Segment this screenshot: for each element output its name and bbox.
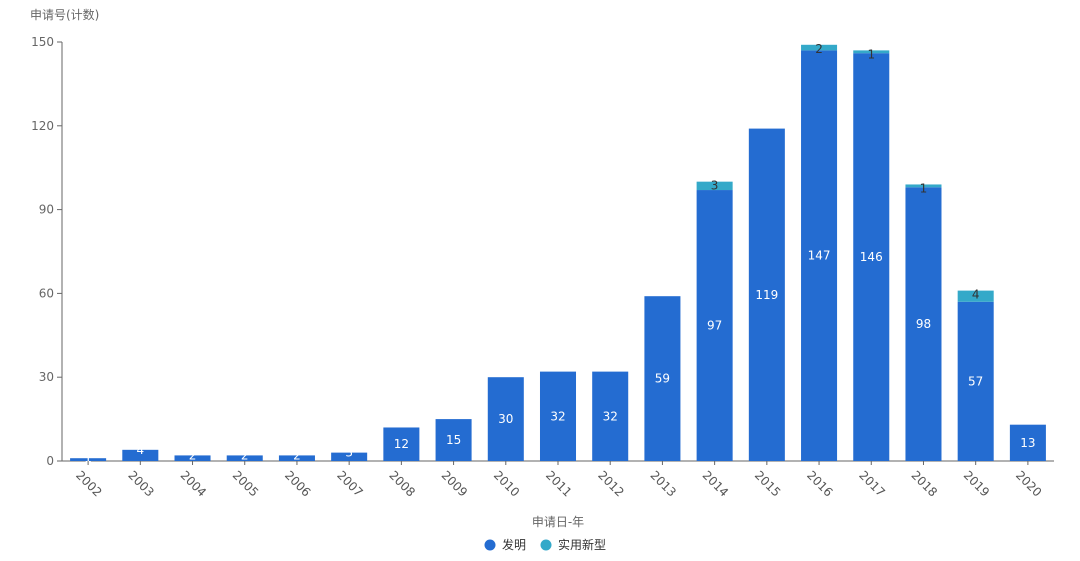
x-tick-label: 2011 xyxy=(543,468,574,499)
x-tick-label: 2013 xyxy=(647,468,678,499)
x-tick-label: 2009 xyxy=(439,468,470,499)
legend-label[interactable]: 实用新型 xyxy=(558,537,606,552)
bar-utility-model-2019[interactable] xyxy=(957,290,994,302)
x-tick-label: 2015 xyxy=(752,468,783,499)
bar-utility-model-2014[interactable] xyxy=(696,181,733,191)
bar-invention-2017[interactable] xyxy=(853,53,890,461)
x-tick-label: 2018 xyxy=(909,468,940,499)
x-tick-label: 2014 xyxy=(700,468,731,499)
data-label: 146 xyxy=(860,250,883,264)
bar-invention-2019[interactable] xyxy=(957,301,994,461)
y-axis-ticks: 0 30 60 90 120 150 xyxy=(31,35,62,468)
data-label: 2 xyxy=(815,42,823,56)
data-label: 2 xyxy=(293,448,301,462)
data-label: 147 xyxy=(808,249,831,263)
legend: 发明 实用新型 xyxy=(484,537,606,552)
data-label: 30 xyxy=(498,412,513,426)
y-axis-title: 申请号(计数) xyxy=(30,7,99,22)
bar-invention-2011[interactable] xyxy=(539,371,577,461)
bar-utility-model-2018[interactable] xyxy=(905,184,942,188)
x-tick-label: 2005 xyxy=(230,468,261,499)
bar-invention-2010[interactable] xyxy=(487,377,524,461)
bar-invention-2016[interactable] xyxy=(801,50,838,461)
y-tick-label: 30 xyxy=(39,370,54,384)
bar-invention-2006[interactable] xyxy=(278,455,315,461)
bar-invention-2015[interactable] xyxy=(748,128,785,462)
bar-invention-2008[interactable] xyxy=(383,427,420,461)
x-tick-label: 2004 xyxy=(178,468,209,499)
data-label: 12 xyxy=(394,437,409,451)
x-tick-label: 2017 xyxy=(856,468,887,499)
data-label: 3 xyxy=(345,446,353,460)
x-axis-ticks: 2002 2003 2004 2005 2006 2007 2008 2009 2010 2011… xyxy=(73,461,1044,500)
data-label: 4 xyxy=(972,288,980,302)
bar-invention-2020[interactable] xyxy=(1009,424,1046,461)
bar-invention-2004[interactable] xyxy=(174,455,211,461)
bar-invention-2012[interactable] xyxy=(592,371,629,461)
bar-invention-2002[interactable] xyxy=(70,458,107,461)
bar-invention-2009[interactable] xyxy=(435,419,472,461)
x-tick-label: 2003 xyxy=(125,468,156,499)
y-tick-label: 120 xyxy=(31,119,54,133)
x-tick-label: 2010 xyxy=(491,468,522,499)
data-label: 32 xyxy=(603,409,618,423)
y-tick-label: 90 xyxy=(39,203,54,217)
bar-invention-2013[interactable] xyxy=(644,296,681,461)
x-tick-label: 2012 xyxy=(595,468,626,499)
x-tick-label: 2008 xyxy=(386,468,417,499)
x-tick-label: 2016 xyxy=(804,468,835,499)
bar-invention-2005[interactable] xyxy=(226,455,263,461)
bar-utility-model-2016[interactable] xyxy=(801,44,838,51)
data-label: 97 xyxy=(707,319,722,333)
data-label: 98 xyxy=(916,317,931,331)
data-label: 15 xyxy=(446,433,461,447)
data-label: 59 xyxy=(655,372,670,386)
y-tick-label: 60 xyxy=(39,286,54,300)
y-tick-label: 0 xyxy=(46,454,54,468)
x-tick-label: 2020 xyxy=(1013,468,1044,499)
bar-invention-2018[interactable] xyxy=(905,187,942,461)
bar-invention-2014[interactable] xyxy=(696,190,733,461)
data-label: 13 xyxy=(1020,436,1035,450)
legend-label[interactable]: 发明 xyxy=(502,537,526,552)
legend-marker-utility-model[interactable] xyxy=(540,539,552,551)
x-axis-title: 申请日-年 xyxy=(532,515,584,529)
bar-utility-model-2017[interactable] xyxy=(853,50,890,54)
data-label: 1 xyxy=(84,451,92,465)
bar-invention-2007[interactable] xyxy=(331,452,368,461)
data-label: 57 xyxy=(968,374,983,388)
bars-group: 1 4 2 2 2 3 12 15 30 32 32 59 97 3 119 147 2 146 1 98 1 57 4 13 xyxy=(70,42,1046,465)
data-label: 1 xyxy=(920,181,928,195)
x-tick-label: 2019 xyxy=(961,468,992,499)
x-tick-label: 2007 xyxy=(334,468,365,499)
data-label: 2 xyxy=(241,448,249,462)
data-label: 4 xyxy=(136,443,144,457)
x-tick-label: 2006 xyxy=(282,468,313,499)
y-tick-label: 150 xyxy=(31,35,54,49)
x-tick-label: 2002 xyxy=(73,468,104,499)
data-label: 32 xyxy=(550,409,565,423)
bar-invention-2003[interactable] xyxy=(122,449,159,461)
data-label: 1 xyxy=(867,47,875,61)
data-label: 119 xyxy=(755,288,778,302)
data-label: 3 xyxy=(711,179,719,193)
data-label: 2 xyxy=(189,448,197,462)
legend-marker-invention[interactable] xyxy=(484,539,496,551)
